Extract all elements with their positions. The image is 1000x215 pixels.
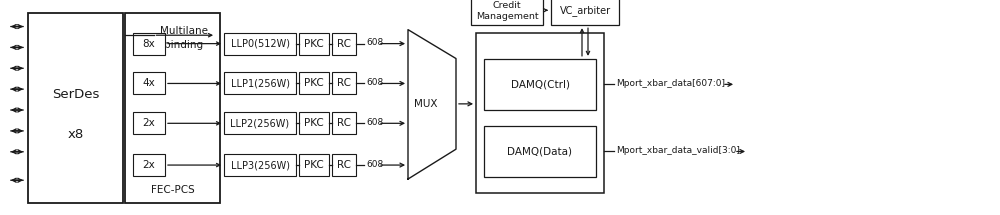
- Bar: [332, 33, 356, 55]
- Bar: [484, 59, 596, 110]
- Bar: [224, 154, 296, 176]
- Text: Management: Management: [476, 12, 538, 21]
- Bar: [299, 154, 329, 176]
- Text: LLP3(256W): LLP3(256W): [230, 160, 290, 170]
- Text: Mport_xbar_data_valid[3:0]: Mport_xbar_data_valid[3:0]: [616, 146, 740, 155]
- Bar: [476, 33, 604, 193]
- Text: FEC-PCS: FEC-PCS: [151, 185, 194, 195]
- Text: 608: 608: [366, 78, 383, 87]
- Bar: [299, 112, 329, 134]
- Text: x8: x8: [67, 128, 84, 141]
- Bar: [224, 112, 296, 134]
- Text: 2x: 2x: [143, 160, 155, 170]
- Text: RC: RC: [337, 160, 351, 170]
- Bar: [332, 72, 356, 94]
- Text: DAMQ(Ctrl): DAMQ(Ctrl): [511, 79, 570, 89]
- Text: 4x: 4x: [143, 78, 155, 88]
- Bar: [224, 33, 296, 55]
- Text: LLP0(512W): LLP0(512W): [230, 39, 290, 49]
- Bar: [551, 0, 619, 25]
- Bar: [332, 154, 356, 176]
- Text: 2x: 2x: [143, 118, 155, 128]
- Text: Mport_xbar_data[607:0]: Mport_xbar_data[607:0]: [616, 79, 725, 88]
- Text: PKC: PKC: [304, 39, 324, 49]
- Text: DAMQ(Data): DAMQ(Data): [508, 146, 572, 157]
- Text: RC: RC: [337, 118, 351, 128]
- Bar: [133, 33, 165, 55]
- Text: VC_arbiter: VC_arbiter: [559, 5, 611, 16]
- Bar: [299, 72, 329, 94]
- Bar: [332, 112, 356, 134]
- Text: 608: 608: [366, 160, 383, 169]
- Text: LLP2(256W): LLP2(256W): [230, 118, 290, 128]
- Text: MUX: MUX: [414, 99, 438, 109]
- Text: 608: 608: [366, 38, 383, 47]
- Text: PKC: PKC: [304, 118, 324, 128]
- Bar: [471, 0, 543, 25]
- Text: Credit: Credit: [493, 1, 521, 10]
- Polygon shape: [408, 30, 456, 179]
- Bar: [133, 72, 165, 94]
- Text: SerDes: SerDes: [52, 88, 99, 101]
- Bar: [133, 112, 165, 134]
- Bar: [224, 72, 296, 94]
- Bar: [28, 13, 123, 203]
- Text: 8x: 8x: [143, 39, 155, 49]
- Text: RC: RC: [337, 39, 351, 49]
- Text: Multilane: Multilane: [160, 26, 208, 36]
- Text: PKC: PKC: [304, 160, 324, 170]
- Bar: [484, 126, 596, 177]
- Text: RC: RC: [337, 78, 351, 88]
- Text: 608: 608: [366, 118, 383, 127]
- Text: LLP1(256W): LLP1(256W): [230, 78, 290, 88]
- Bar: [133, 154, 165, 176]
- Text: binding: binding: [164, 40, 203, 50]
- Bar: [299, 33, 329, 55]
- Bar: [125, 13, 220, 203]
- Text: PKC: PKC: [304, 78, 324, 88]
